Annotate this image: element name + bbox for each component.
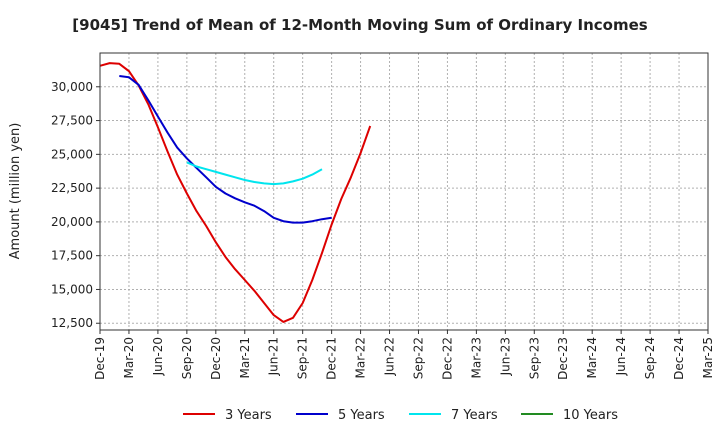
x-axis-ticks: Dec-19 Mar-20 Jun-20 Sep-20 Dec-20 Mar-21 Jun-… <box>93 330 715 380</box>
plot-frame <box>99 52 709 331</box>
y-tick-label: 12,500 <box>51 316 93 330</box>
x-tick-label: Jun-20 <box>151 337 165 376</box>
x-tick-label: Sep-22 <box>411 337 425 379</box>
y-tick-label: 17,500 <box>51 249 93 263</box>
y-axis-ticks: 12,500 15,000 17,500 20,000 22,500 25,000 27,5… <box>51 80 100 330</box>
legend-label: 10 Years <box>563 408 618 423</box>
y-tick-label: 22,500 <box>51 181 93 195</box>
x-tick-label: Mar-24 <box>585 337 599 378</box>
x-tick-label: Dec-23 <box>556 337 570 380</box>
x-tick-label: Mar-22 <box>354 337 368 378</box>
x-tick-label: Sep-20 <box>180 337 194 379</box>
x-tick-label: Jun-24 <box>614 337 628 376</box>
legend-label: 7 Years <box>451 408 498 423</box>
x-tick-label: Mar-20 <box>122 337 136 378</box>
x-tick-label: Mar-21 <box>238 337 252 378</box>
y-tick-label: 27,500 <box>51 114 93 128</box>
y-tick-label: 15,000 <box>51 282 93 296</box>
y-tick-label: 30,000 <box>51 80 93 94</box>
series-line-3-years <box>99 62 372 323</box>
y-tick-label: 25,000 <box>51 147 93 161</box>
x-tick-label: Jun-21 <box>267 337 281 376</box>
x-tick-label: Sep-21 <box>296 337 310 379</box>
legend-label: 5 Years <box>338 408 385 423</box>
x-tick-label: Sep-24 <box>643 337 657 379</box>
legend-label: 3 Years <box>225 408 272 423</box>
chart-title: [9045] Trend of Mean of 12-Month Moving … <box>72 16 647 34</box>
x-tick-label: Mar-25 <box>701 337 715 378</box>
x-tick-label: Dec-21 <box>325 337 339 380</box>
x-tick-label: Dec-24 <box>672 337 686 380</box>
series-line-7-years <box>186 161 323 186</box>
x-tick-label: Jun-22 <box>383 337 397 376</box>
x-tick-label: Dec-20 <box>209 337 223 380</box>
legend: 3 Years 5 Years 7 Years 10 Years <box>183 408 618 423</box>
x-tick-label: Mar-23 <box>469 337 483 378</box>
x-tick-label: Jun-23 <box>498 337 512 376</box>
y-axis-label: Amount (million yen) <box>8 123 23 260</box>
gridlines <box>99 53 709 330</box>
x-tick-label: Dec-19 <box>93 337 107 380</box>
series-line-5-years <box>119 75 332 224</box>
x-tick-label: Dec-22 <box>440 337 454 380</box>
x-tick-label: Sep-23 <box>527 337 541 379</box>
series-lines <box>99 62 372 323</box>
y-tick-label: 20,000 <box>51 215 93 229</box>
